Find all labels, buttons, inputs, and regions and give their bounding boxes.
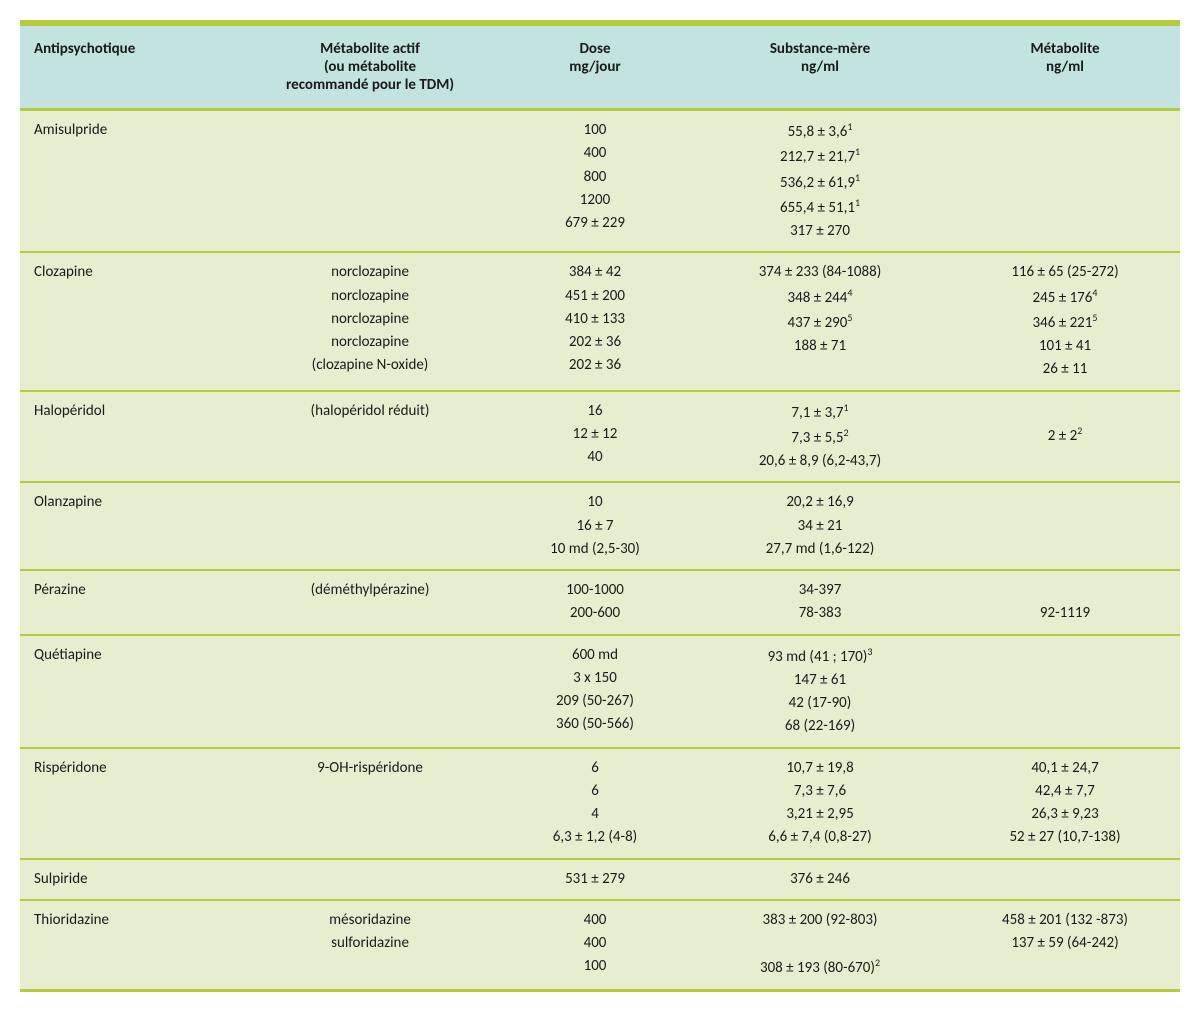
column-header: Dosemg/jour [500, 23, 690, 110]
cell-dose: 6646,3 ± 1,2 (4-8) [500, 748, 690, 859]
cell-metabolite: norclozapinenorclozapinenorclozapinenorc… [240, 252, 500, 390]
cell-drug: Sulpiride [20, 859, 240, 900]
table-row: Sulpiride 531 ± 279376 ± 246 [20, 859, 1180, 900]
table-row: Olanzapine 1016 ± 710 md (2,5-30)20,2 ± 1… [20, 482, 1180, 570]
cell-drug: Amisulpride [20, 110, 240, 253]
column-header: Métaboliteng/ml [950, 23, 1180, 110]
cell-substance-mere: 7,1 ± 3,717,3 ± 5,5220,6 ± 8,9 (6,2-43,7… [690, 391, 950, 483]
table-row: Quétiapine 600 md3 x 150209 (50-267)360 (… [20, 635, 1180, 748]
cell-metabolite: 9-OH-rispéridone [240, 748, 500, 859]
cell-metabolite-ngml: 116 ± 65 (25-272)245 ± 1764346 ± 2215101… [950, 252, 1180, 390]
cell-metabolite: (halopéridol réduit) [240, 391, 500, 483]
cell-drug: Halopéridol [20, 391, 240, 483]
cell-drug: Pérazine [20, 570, 240, 635]
cell-metabolite-ngml: 40,1 ± 24,742,4 ± 7,726,3 ± 9,2352 ± 27 … [950, 748, 1180, 859]
cell-substance-mere: 383 ± 200 (92-803)308 ± 193 (80-670)2 [690, 900, 950, 990]
cell-metabolite-ngml: 458 ± 201 (132 -873)137 ± 59 (64-242) [950, 900, 1180, 990]
cell-drug: Thioridazine [20, 900, 240, 990]
cell-metabolite [240, 859, 500, 900]
cell-metabolite: mésoridazinesulforidazine [240, 900, 500, 990]
cell-substance-mere: 93 md (41 ; 170)3147 ± 6142 (17-90)68 (2… [690, 635, 950, 748]
cell-metabolite [240, 635, 500, 748]
table-row: Rispéridone9-OH-rispéridone6646,3 ± 1,2 … [20, 748, 1180, 859]
cell-dose: 531 ± 279 [500, 859, 690, 900]
cell-dose: 1612 ± 1240 [500, 391, 690, 483]
cell-dose: 600 md3 x 150209 (50-267)360 (50-566) [500, 635, 690, 748]
column-header: Métabolite actif(ou métaboliterecommandé… [240, 23, 500, 110]
cell-drug: Rispéridone [20, 748, 240, 859]
cell-drug: Olanzapine [20, 482, 240, 570]
column-header: Substance-mèreng/ml [690, 23, 950, 110]
cell-metabolite-ngml [950, 859, 1180, 900]
cell-drug: Quétiapine [20, 635, 240, 748]
table-row: Halopéridol(halopéridol réduit)1612 ± 12… [20, 391, 1180, 483]
cell-metabolite: (déméthylpérazine) [240, 570, 500, 635]
cell-dose: 1004008001200679 ± 229 [500, 110, 690, 253]
cell-metabolite [240, 110, 500, 253]
table-body: Amisulpride 1004008001200679 ± 22955,8 ± … [20, 110, 1180, 991]
cell-dose: 384 ± 42451 ± 200410 ± 133202 ± 36202 ± … [500, 252, 690, 390]
cell-substance-mere: 374 ± 233 (84-1088)348 ± 2444437 ± 29051… [690, 252, 950, 390]
cell-substance-mere: 20,2 ± 16,934 ± 2127,7 md (1,6-122) [690, 482, 950, 570]
cell-metabolite-ngml [950, 110, 1180, 253]
cell-substance-mere: 34-39778-383 [690, 570, 950, 635]
table-row: Pérazine(déméthylpérazine)100-1000200-60… [20, 570, 1180, 635]
cell-substance-mere: 10,7 ± 19,87,3 ± 7,63,21 ± 2,956,6 ± 7,4… [690, 748, 950, 859]
cell-drug: Clozapine [20, 252, 240, 390]
cell-metabolite-ngml [950, 635, 1180, 748]
cell-metabolite-ngml: 92-1119 [950, 570, 1180, 635]
cell-metabolite [240, 482, 500, 570]
table-row: Thioridazinemésoridazinesulforidazine400… [20, 900, 1180, 990]
cell-metabolite-ngml [950, 482, 1180, 570]
cell-dose: 400400100 [500, 900, 690, 990]
cell-substance-mere: 376 ± 246 [690, 859, 950, 900]
table-row: Clozapinenorclozapinenorclozapinenorcloz… [20, 252, 1180, 390]
table-row: Amisulpride 1004008001200679 ± 22955,8 ± … [20, 110, 1180, 253]
column-header: Antipsychotique [20, 23, 240, 110]
cell-metabolite-ngml: 2 ± 22 [950, 391, 1180, 483]
table-header: AntipsychotiqueMétabolite actif(ou métab… [20, 23, 1180, 110]
cell-substance-mere: 55,8 ± 3,61212,7 ± 21,71536,2 ± 61,91655… [690, 110, 950, 253]
antipsychotic-table: AntipsychotiqueMétabolite actif(ou métab… [20, 20, 1180, 992]
cell-dose: 1016 ± 710 md (2,5-30) [500, 482, 690, 570]
cell-dose: 100-1000200-600 [500, 570, 690, 635]
